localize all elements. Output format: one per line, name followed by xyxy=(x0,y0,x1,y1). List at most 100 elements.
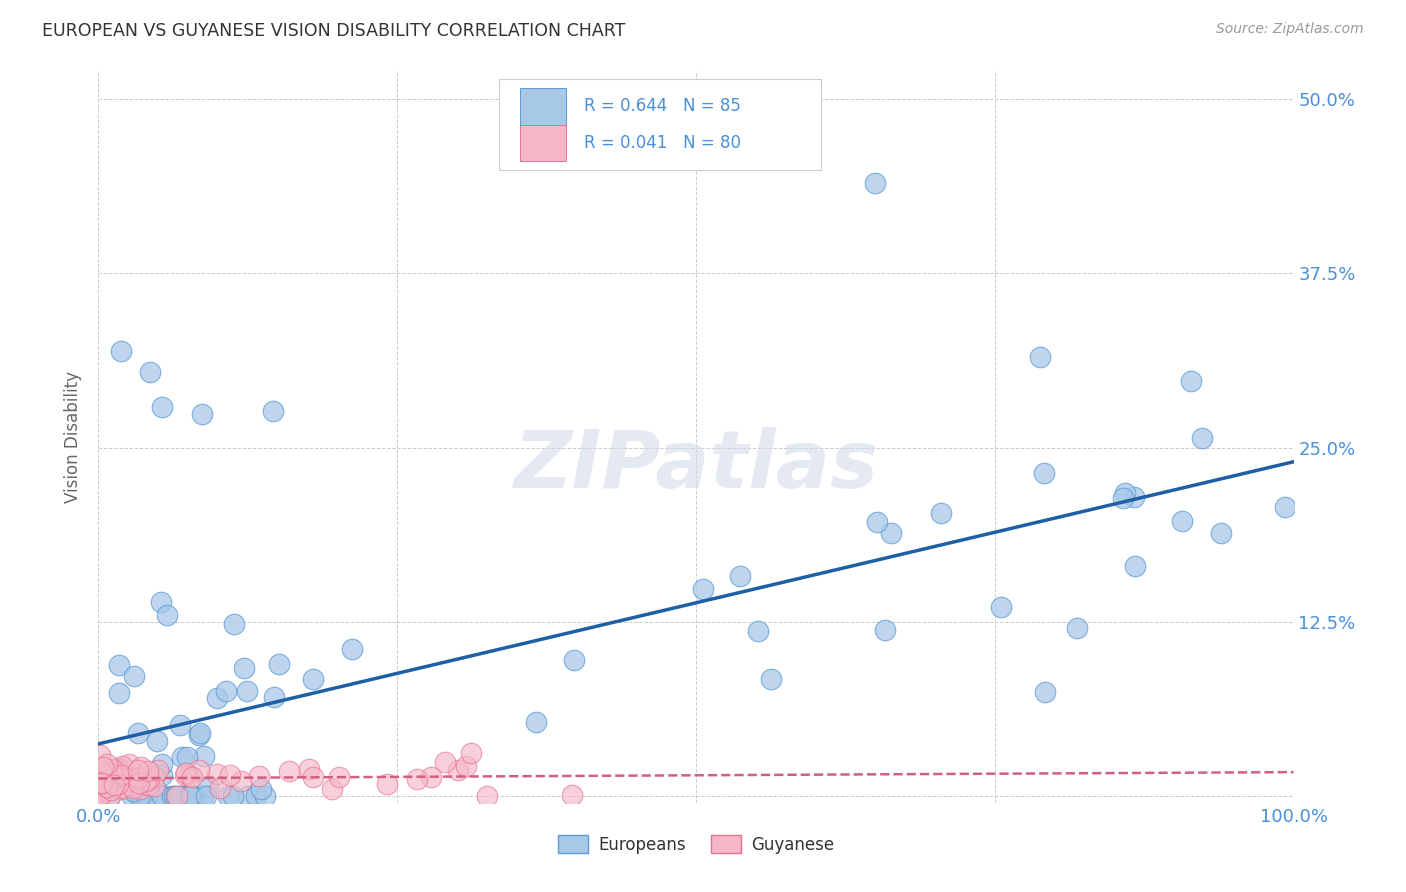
Point xyxy=(108,761,131,775)
Point xyxy=(117,756,139,771)
Point xyxy=(136,764,159,778)
Point xyxy=(91,776,114,790)
FancyBboxPatch shape xyxy=(499,78,821,170)
Point xyxy=(1191,431,1213,445)
Point xyxy=(143,771,166,785)
Point xyxy=(176,789,198,803)
Point xyxy=(128,781,150,796)
Point xyxy=(90,773,112,788)
FancyBboxPatch shape xyxy=(520,88,565,125)
Point xyxy=(138,772,160,786)
Point xyxy=(873,623,896,637)
Point xyxy=(231,774,253,789)
Point xyxy=(990,599,1012,614)
Point xyxy=(219,768,242,782)
Point xyxy=(236,789,259,803)
Point xyxy=(94,764,117,779)
Point xyxy=(187,789,209,803)
Point xyxy=(90,764,112,778)
Point xyxy=(89,771,111,785)
Point xyxy=(97,767,120,781)
Point xyxy=(454,758,477,772)
Point xyxy=(89,748,111,763)
Point xyxy=(193,748,215,763)
Point xyxy=(1123,558,1146,573)
Point xyxy=(111,780,134,795)
Point xyxy=(98,775,121,789)
Point xyxy=(112,774,135,789)
Point xyxy=(91,759,114,773)
Point xyxy=(321,782,343,797)
Point xyxy=(156,607,179,622)
Point xyxy=(375,777,398,791)
Point xyxy=(1033,467,1056,481)
Point xyxy=(150,401,173,415)
Point xyxy=(879,525,901,540)
Point xyxy=(406,772,429,786)
Point xyxy=(217,789,239,803)
Point xyxy=(160,789,183,803)
Point xyxy=(233,660,256,674)
Point xyxy=(475,789,498,803)
Point xyxy=(131,760,153,774)
Point xyxy=(176,789,198,803)
Point xyxy=(89,776,111,790)
Point xyxy=(107,762,129,776)
Point xyxy=(89,766,111,780)
Point xyxy=(187,763,209,777)
Point xyxy=(298,762,321,776)
Point xyxy=(446,763,468,777)
Point xyxy=(121,789,143,803)
Point xyxy=(692,582,714,596)
Point xyxy=(865,176,887,190)
Text: R = 0.041   N = 80: R = 0.041 N = 80 xyxy=(583,134,741,152)
Point xyxy=(301,672,323,686)
Point xyxy=(207,767,229,781)
Point xyxy=(136,789,159,803)
Point xyxy=(136,778,159,792)
Point xyxy=(107,777,129,791)
Point xyxy=(172,749,194,764)
Point xyxy=(562,652,585,666)
Text: EUROPEAN VS GUYANESE VISION DISABILITY CORRELATION CHART: EUROPEAN VS GUYANESE VISION DISABILITY C… xyxy=(42,22,626,40)
Point xyxy=(865,515,887,529)
Point xyxy=(146,734,169,748)
Point xyxy=(111,780,134,795)
Point xyxy=(174,766,197,780)
Point xyxy=(107,658,129,673)
Point xyxy=(139,365,162,379)
Point xyxy=(150,594,173,608)
Point xyxy=(1066,621,1088,635)
Point xyxy=(262,404,284,418)
Point xyxy=(120,779,142,793)
Point xyxy=(89,788,111,802)
Point xyxy=(1029,350,1052,364)
Point xyxy=(177,769,200,783)
Point xyxy=(328,770,350,784)
Point xyxy=(103,764,125,778)
Point xyxy=(150,789,173,803)
Point xyxy=(96,757,118,772)
Point xyxy=(132,789,155,803)
Point xyxy=(191,407,214,421)
Point xyxy=(215,684,238,698)
Point xyxy=(165,789,187,803)
Point xyxy=(205,690,228,705)
Point xyxy=(759,672,782,686)
Point xyxy=(91,764,114,779)
Point xyxy=(98,789,121,803)
Point xyxy=(132,776,155,790)
Point xyxy=(340,641,363,656)
Point xyxy=(263,690,285,704)
Point xyxy=(146,763,169,777)
Point xyxy=(122,669,145,683)
Point xyxy=(460,747,482,761)
Point xyxy=(111,771,134,785)
Point xyxy=(110,343,132,358)
FancyBboxPatch shape xyxy=(520,125,565,161)
Point xyxy=(138,778,160,792)
Point xyxy=(128,775,150,789)
Point xyxy=(125,771,148,785)
Point xyxy=(142,779,165,793)
Point xyxy=(1180,375,1202,389)
